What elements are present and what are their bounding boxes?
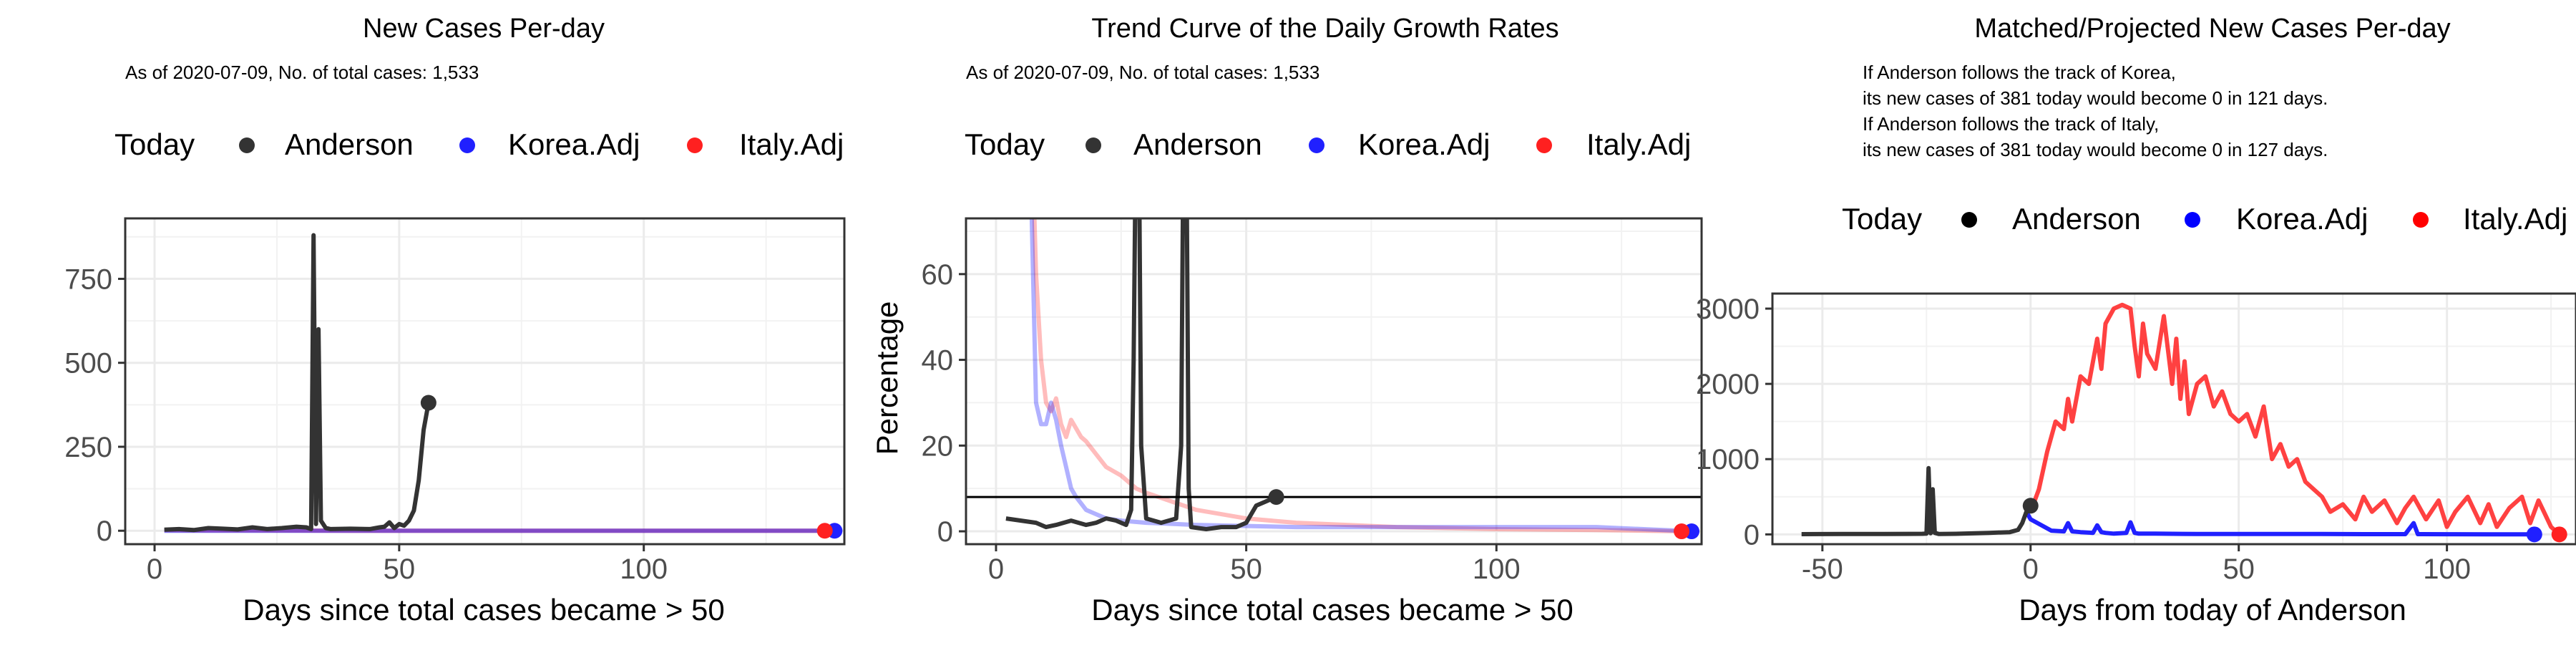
today-point-anderson (420, 395, 436, 411)
y-tick-label: 250 (64, 432, 112, 463)
panel3-legend-label-korea: Korea.Adj (2236, 202, 2368, 236)
y-tick-label: 20 (922, 430, 954, 462)
panel3-legend-key-italy (2413, 212, 2429, 228)
panel2-title: Trend Curve of the Daily Growth Rates (1091, 14, 1558, 44)
x-tick-label: 100 (2423, 553, 2471, 585)
panel3-legend-title: Today (1842, 202, 1922, 236)
panel1-title: New Cases Per-day (363, 14, 605, 44)
panel3-x-axis-label: Days from today of Anderson (2019, 593, 2406, 627)
panel3-legend-label-italy: Italy.Adj (2463, 202, 2567, 236)
panel1-legend-label-korea: Korea.Adj (508, 127, 640, 161)
y-tick-label: 2000 (1696, 369, 1760, 400)
panel3-note-line: If Anderson follows the track of Italy, (1863, 113, 2159, 135)
panel2-legend: Today Anderson Korea.Adj Italy.Adj (965, 127, 1691, 161)
panel2-y-axis-label: Percentage (870, 301, 904, 455)
panel3-notes: If Anderson follows the track of Korea, … (1863, 62, 2328, 160)
panel1-legend-key-korea (459, 137, 475, 153)
panel1-legend-key-anderson (239, 137, 255, 153)
panel3-legend-key-korea (2185, 212, 2200, 228)
panel3-legend: Today Anderson Korea.Adj Italy.Adj (1842, 202, 2567, 236)
x-tick-label: 50 (2223, 553, 2255, 585)
series-line-korea (2024, 511, 2534, 537)
y-tick-label: 0 (97, 516, 112, 547)
series-line-italy (1032, 218, 1682, 533)
panel2-legend-label-italy: Italy.Adj (1586, 127, 1691, 161)
series-line-anderson (1801, 465, 2033, 536)
series-line-anderson (1005, 218, 1277, 531)
series-line-anderson (164, 233, 431, 533)
panel2-legend-label-korea: Korea.Adj (1358, 127, 1490, 161)
panel1-legend-label-anderson: Anderson (285, 127, 414, 161)
x-tick-label: -50 (1802, 553, 1843, 585)
y-tick-label: 40 (922, 345, 954, 377)
x-tick-label: 0 (147, 553, 162, 585)
panel2-legend-label-anderson: Anderson (1133, 127, 1262, 161)
panel2-legend-key-anderson (1085, 137, 1101, 153)
series-line-italy (2028, 302, 2561, 536)
panel3-note-line: its new cases of 381 today would become … (1863, 87, 2328, 109)
panel1-legend-label-italy: Italy.Adj (739, 127, 844, 161)
panel2-plot: 0 50 100 0 20 40 60 (922, 217, 1703, 585)
series-line-korea (1029, 218, 1692, 533)
x-tick-label: 100 (1473, 553, 1521, 585)
panel1-x-axis-label: Days since total cases became > 50 (243, 593, 725, 627)
today-point-anderson (1268, 489, 1284, 506)
today-point-anderson (2022, 498, 2039, 514)
panel3-note-line: If Anderson follows the track of Korea, (1863, 62, 2176, 83)
x-tick-label: 50 (384, 553, 416, 585)
y-tick-label: 3000 (1696, 294, 1760, 325)
panel1-legend: Today Anderson Korea.Adj Italy.Adj (114, 127, 844, 161)
today-point-italy (2551, 526, 2567, 543)
panel3-title: Matched/Projected New Cases Per-day (1974, 14, 2450, 44)
panel3-legend-label-anderson: Anderson (2012, 202, 2141, 236)
y-tick-label: 0 (1744, 519, 1760, 551)
panel1-subtitle: As of 2020-07-09, No. of total cases: 1,… (125, 62, 479, 83)
today-point-italy (1674, 523, 1690, 540)
x-tick-label: 50 (1230, 553, 1262, 585)
today-point-korea (2526, 526, 2542, 543)
panel-border (1771, 292, 2576, 546)
panel2-legend-title: Today (965, 127, 1045, 161)
panel1-legend-title: Today (114, 127, 195, 161)
panel2-legend-key-korea (1309, 137, 1324, 153)
y-tick-label: 1000 (1696, 444, 1760, 475)
panel2-legend-key-italy (1536, 137, 1552, 153)
panel2-x-axis-label: Days since total cases became > 50 (1091, 593, 1574, 627)
y-tick-label: 60 (922, 259, 954, 291)
panel3-legend-key-anderson (1961, 212, 1977, 228)
x-tick-label: 100 (620, 553, 668, 585)
y-tick-label: 750 (64, 263, 112, 295)
panel-border (965, 217, 1703, 546)
y-tick-label: 0 (937, 516, 953, 548)
x-tick-label: 0 (2023, 553, 2039, 585)
panel-border (124, 217, 846, 546)
panel1-plot: 0 50 100 0 250 500 750 (64, 217, 846, 585)
panel3-note-line: its new cases of 381 today would become … (1863, 139, 2328, 160)
today-point-italy (816, 523, 833, 539)
panel1-legend-key-italy (687, 137, 703, 153)
y-tick-label: 500 (64, 348, 112, 379)
panel2-subtitle: As of 2020-07-09, No. of total cases: 1,… (966, 62, 1319, 83)
x-tick-label: 0 (988, 553, 1004, 585)
